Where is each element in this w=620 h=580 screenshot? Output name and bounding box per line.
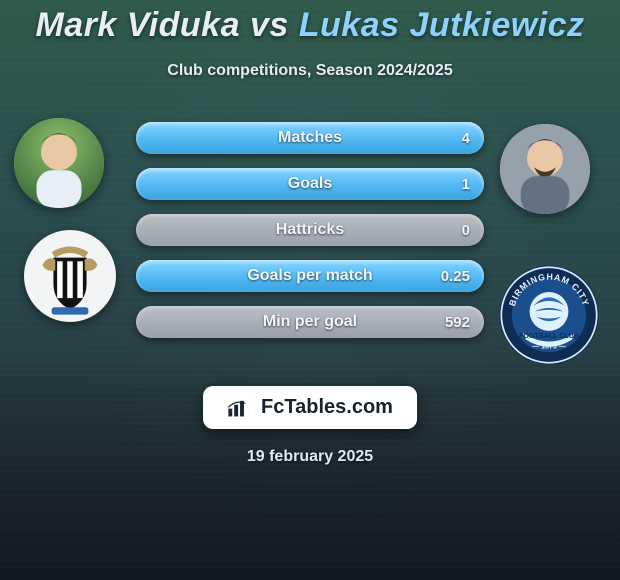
stats-panel: Matches4Goals1Hattricks0Goals per match0… bbox=[136, 122, 484, 352]
player2-avatar-svg bbox=[500, 124, 590, 214]
stat-value-right: 592 bbox=[445, 306, 470, 338]
player1-avatar bbox=[14, 118, 104, 208]
stat-label: Goals per match bbox=[136, 260, 484, 292]
subtitle-competition-season: Club competitions, Season 2024/2025 bbox=[0, 62, 620, 80]
stat-label: Goals bbox=[136, 168, 484, 200]
stat-row: Goals per match0.25 bbox=[136, 260, 484, 292]
stat-row: Goals1 bbox=[136, 168, 484, 200]
player2-avatar bbox=[500, 124, 590, 214]
stat-value-right: 1 bbox=[462, 168, 470, 200]
stat-label: Min per goal bbox=[136, 306, 484, 338]
brand-badge: FcTables.com bbox=[203, 386, 417, 429]
brand-text: FcTables.com bbox=[261, 396, 393, 419]
stat-label: Matches bbox=[136, 122, 484, 154]
player1-avatar-svg bbox=[14, 118, 104, 208]
crest-band-text: FOOTBALL CLUB bbox=[519, 333, 579, 340]
player2-name: Lukas Jutkiewicz bbox=[299, 6, 585, 44]
stat-value-right: 4 bbox=[462, 122, 470, 154]
birmingham-crest-svg: BIRMINGHAM CITY FOOTBALL CLUB — 1875 — bbox=[496, 262, 602, 368]
brand-bars-icon bbox=[227, 398, 253, 418]
stat-row: Matches4 bbox=[136, 122, 484, 154]
crest-year-text: — 1875 — bbox=[532, 344, 567, 351]
generated-date: 19 february 2025 bbox=[0, 448, 620, 466]
stat-value-right: 0 bbox=[462, 214, 470, 246]
stat-value-right: 0.25 bbox=[441, 260, 470, 292]
title-vs: vs bbox=[250, 6, 289, 44]
player1-club-crest bbox=[24, 230, 116, 322]
stat-label: Hattricks bbox=[136, 214, 484, 246]
widget-container: Mark Viduka vs Lukas Jutkiewicz Club com… bbox=[0, 0, 620, 580]
stat-row: Min per goal592 bbox=[136, 306, 484, 338]
player2-club-crest: BIRMINGHAM CITY FOOTBALL CLUB — 1875 — bbox=[496, 262, 602, 368]
stat-row: Hattricks0 bbox=[136, 214, 484, 246]
page-title: Mark Viduka vs Lukas Jutkiewicz bbox=[0, 6, 620, 45]
player1-name: Mark Viduka bbox=[35, 6, 240, 44]
newcastle-crest-svg bbox=[24, 230, 116, 322]
